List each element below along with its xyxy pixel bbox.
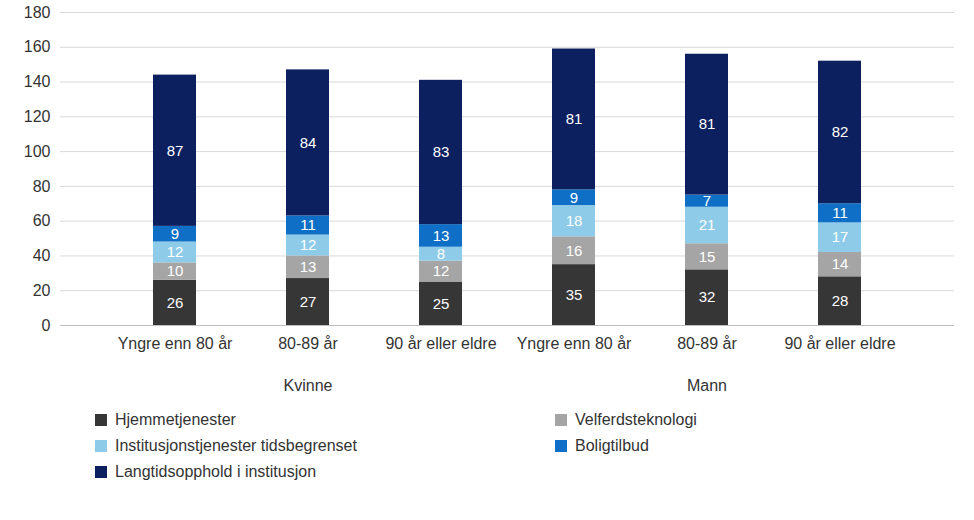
svg-text:Mann: Mann: [687, 377, 727, 394]
svg-text:35: 35: [566, 286, 583, 303]
svg-text:20: 20: [33, 282, 51, 299]
svg-text:87: 87: [167, 142, 184, 159]
svg-text:10: 10: [167, 262, 184, 279]
svg-text:81: 81: [566, 110, 583, 127]
svg-text:160: 160: [24, 38, 51, 55]
svg-text:25: 25: [433, 295, 450, 312]
svg-text:13: 13: [300, 258, 317, 275]
html-text:Boligtilbud: Boligtilbud: [575, 437, 649, 454]
svg-text:Yngre enn 80 år: Yngre enn 80 år: [517, 335, 632, 352]
html-text:Institusjonstjenester tidsbegr: Institusjonstjenester tidsbegrenset: [115, 437, 357, 454]
svg-text:80-89 år: 80-89 år: [677, 335, 737, 352]
svg-text:80-89 år: 80-89 år: [278, 335, 338, 352]
svg-text:12: 12: [433, 262, 450, 279]
html-text:Velferdsteknologi: Velferdsteknologi: [575, 411, 697, 428]
svg-text:13: 13: [433, 227, 450, 244]
svg-text:17: 17: [832, 228, 849, 245]
svg-text:9: 9: [171, 225, 179, 242]
svg-text:180: 180: [24, 4, 51, 21]
svg-text:140: 140: [24, 73, 51, 90]
svg-text:11: 11: [300, 216, 316, 233]
svg-text:11: 11: [832, 204, 848, 221]
svg-text:21: 21: [699, 216, 716, 233]
svg-text:12: 12: [300, 236, 317, 253]
svg-text:16: 16: [566, 242, 583, 259]
svg-text:90 år eller eldre: 90 år eller eldre: [385, 335, 496, 352]
svg-text:27: 27: [300, 293, 317, 310]
svg-text:60: 60: [33, 212, 51, 229]
svg-text:120: 120: [24, 108, 51, 125]
svg-text:26: 26: [167, 294, 184, 311]
svg-text:9: 9: [570, 188, 578, 205]
svg-text:Yngre enn 80 år: Yngre enn 80 år: [118, 335, 233, 352]
svg-text:8: 8: [437, 245, 445, 262]
svg-text:12: 12: [167, 243, 184, 260]
svg-text:83: 83: [433, 143, 450, 160]
svg-text:40: 40: [33, 247, 51, 264]
svg-text:100: 100: [24, 143, 51, 160]
svg-text:28: 28: [832, 292, 849, 309]
svg-text:80: 80: [33, 178, 51, 195]
html-text:Langtidsopphold i institusjon: Langtidsopphold i institusjon: [115, 463, 316, 480]
svg-text:82: 82: [832, 123, 849, 140]
svg-text:81: 81: [699, 115, 716, 132]
svg-text:15: 15: [699, 248, 716, 265]
svg-text:90 år eller eldre: 90 år eller eldre: [784, 335, 895, 352]
svg-text:0: 0: [42, 317, 51, 334]
svg-text:7: 7: [703, 192, 711, 209]
svg-text:14: 14: [832, 255, 849, 272]
svg-text:32: 32: [699, 288, 716, 305]
svg-text:Kvinne: Kvinne: [284, 377, 333, 394]
svg-text:18: 18: [566, 212, 583, 229]
html-text:Hjemmetjenester: Hjemmetjenester: [115, 411, 236, 428]
svg-text:84: 84: [300, 134, 317, 151]
